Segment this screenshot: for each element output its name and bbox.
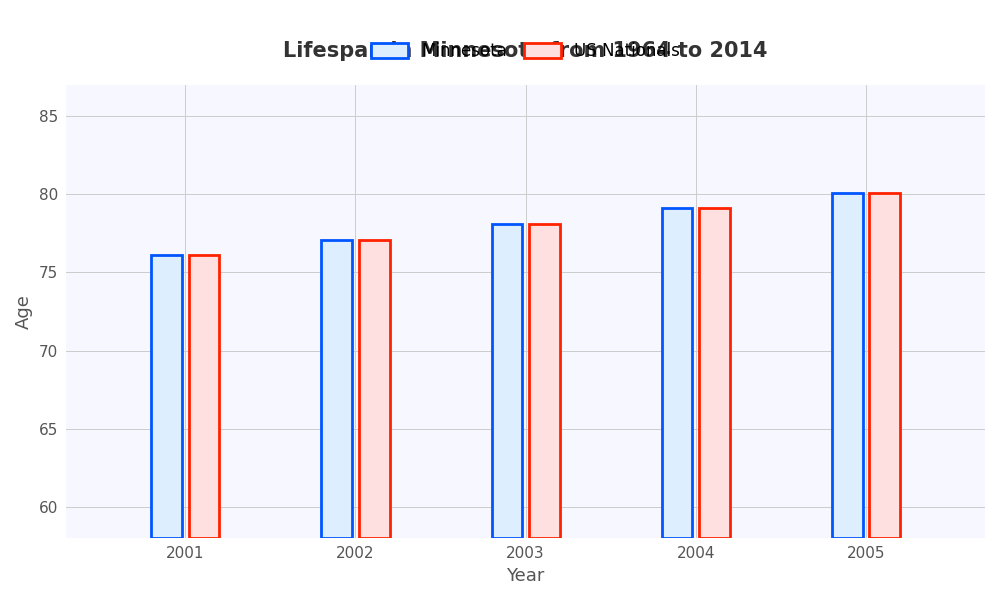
Bar <box>699 208 730 538</box>
Y-axis label: Age: Age <box>15 294 33 329</box>
Bar <box>529 224 560 538</box>
Title: Lifespan in Minnesota from 1964 to 2014: Lifespan in Minnesota from 1964 to 2014 <box>283 41 768 61</box>
Bar <box>869 193 900 538</box>
Bar <box>151 255 182 538</box>
X-axis label: Year: Year <box>506 567 545 585</box>
Legend: Minnesota, US Nationals: Minnesota, US Nationals <box>363 34 688 69</box>
Bar <box>321 239 352 538</box>
Bar <box>832 193 863 538</box>
Bar <box>662 208 692 538</box>
Bar <box>492 224 522 538</box>
Bar <box>359 239 390 538</box>
Bar <box>189 255 219 538</box>
